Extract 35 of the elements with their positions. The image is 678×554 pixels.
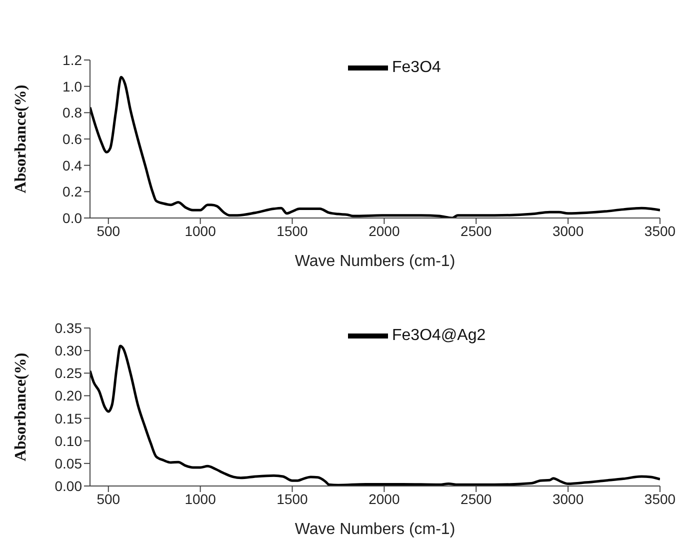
y-tick-label: 0.4 (62, 157, 82, 174)
x-tick-label: 1500 (276, 222, 308, 239)
legend-label: Fe3O4@Ag2 (392, 327, 486, 344)
y-tick-label: 0.00 (54, 478, 82, 494)
x-tick-label: 1500 (276, 490, 308, 507)
x-tick-label: 2500 (460, 490, 492, 507)
y-tick-label: 1.2 (62, 52, 82, 68)
x-tick-label: 500 (96, 490, 120, 507)
y-tick-label: 0.0 (62, 210, 82, 226)
y-tick-label: 0.6 (62, 130, 82, 147)
y-tick-label: 0.2 (62, 184, 82, 200)
y-tick-label: 0.15 (54, 410, 82, 426)
x-tick-label: 3000 (552, 222, 584, 239)
x-tick-label: 2000 (368, 222, 400, 239)
legend-label: Fe3O4 (392, 59, 441, 76)
x-axis-title: Wave Numbers (cm-1) (294, 253, 456, 270)
x-tick-label: 3000 (552, 490, 584, 507)
y-tick-label: 0.20 (54, 388, 82, 404)
x-axis-title: Wave Numbers (cm-1) (294, 521, 456, 538)
y-tick-label: 0.30 (54, 342, 82, 359)
x-tick-label: 3500 (644, 490, 676, 507)
x-tick-label: 2000 (368, 490, 400, 507)
y-tick-label: 0.35 (54, 320, 82, 336)
y-tick-label: 0.10 (54, 432, 82, 449)
y-tick-label: 1.0 (62, 78, 82, 94)
x-tick-label: 1000 (184, 490, 216, 507)
y-axis-title: Absorbance(%) (12, 84, 30, 194)
y-tick-label: 0.8 (62, 104, 82, 121)
x-tick-label: 2500 (460, 222, 492, 239)
x-tick-label: 1000 (184, 222, 216, 239)
x-tick-label: 3500 (644, 222, 676, 239)
y-axis-title: Absorbance(%) (12, 352, 30, 462)
x-tick-label: 500 (96, 222, 120, 239)
y-tick-label: 0.25 (54, 365, 82, 382)
y-tick-label: 0.05 (54, 455, 82, 472)
